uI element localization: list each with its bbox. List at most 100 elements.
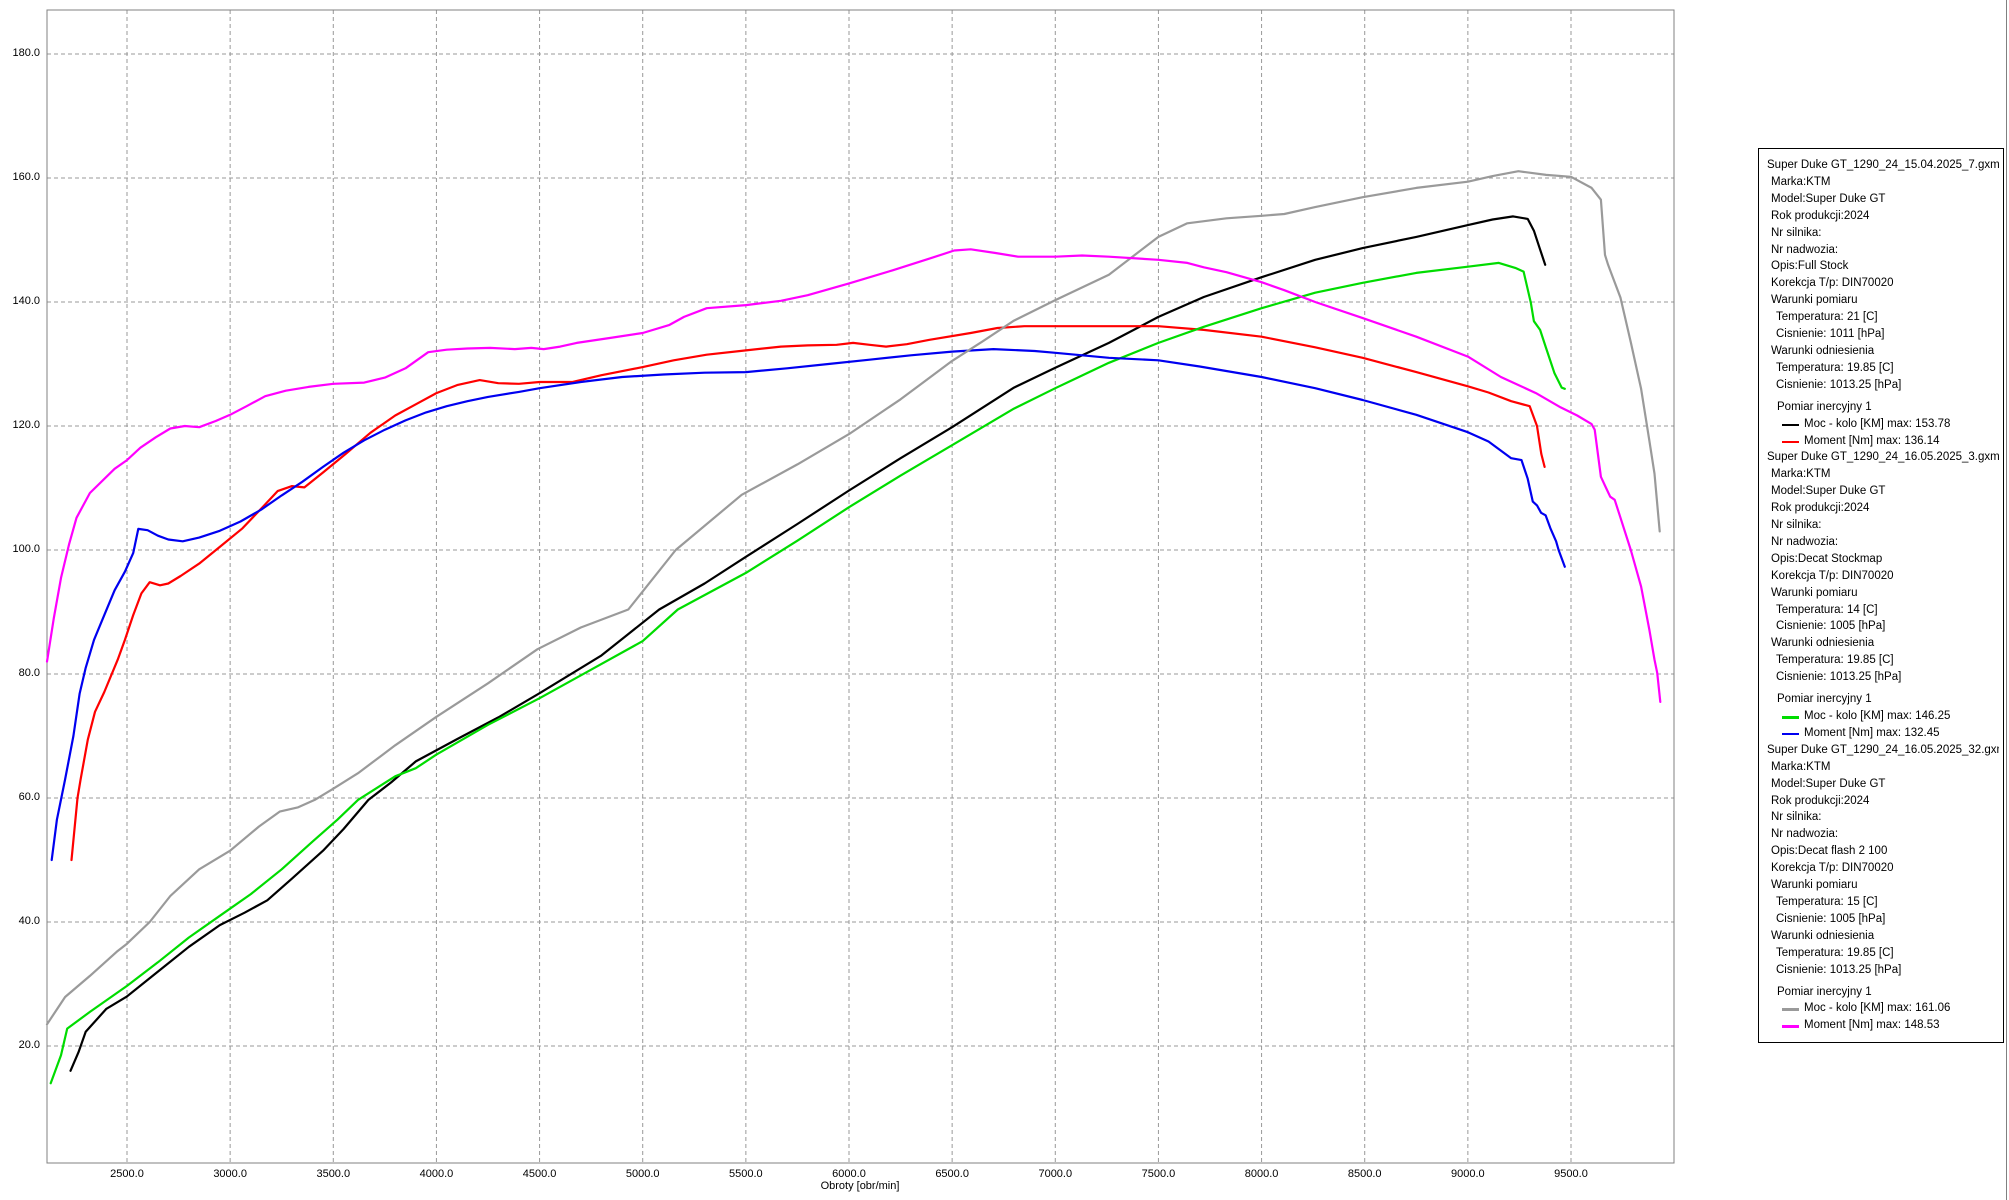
legend-field: Opis:Full Stock [1771,260,1849,273]
legend-field: Nr nadwozia: [1771,535,1839,548]
plot-border [46,9,1675,1164]
y-tick-label: 180.0 [12,47,40,59]
window-right-border [2006,0,2007,1200]
legend-block: Super Duke GT_1290_24_16.05.2025_3.gxml M… [1759,449,1999,741]
legend-field: Cisnienie: 1013.25 [hPa] [1776,963,1902,976]
x-tick-label: 5000.0 [625,1168,660,1180]
legend-field: Marka:KTM [1771,468,1831,481]
y-tick-label: 60.0 [18,791,40,803]
legend-field: Temperatura: 15 [C] [1776,895,1878,908]
legend-field: Nr silnika: [1771,519,1822,532]
legend-series-entry: Moc - kolo [KM] max: 146.25 [1759,708,1999,725]
legend-field: Nr silnika: [1771,811,1822,824]
legend-color-swatch-icon [1782,732,1799,736]
curve-torque-decat-flash [45,248,1662,704]
legend-field: Temperatura: 19.85 [C] [1776,946,1894,959]
legend-field: Rok produkcji:2024 [1771,502,1870,515]
legend-field: Warunki odniesienia [1771,637,1875,650]
x-tick-label: 9500.0 [1554,1168,1588,1180]
legend-field: Cisnienie: 1005 [hPa] [1776,620,1886,633]
legend-field: Nr nadwozia: [1771,243,1839,256]
x-tick-label: 6000.0 [832,1168,866,1180]
legend-color-swatch-icon [1782,716,1799,719]
x-axis-title: Obroty [obr/min] [820,1180,900,1192]
legend-field: Warunki pomiaru [1771,586,1858,599]
legend-filename: Super Duke GT_1290_24_16.05.2025_3.gxml [1767,451,1999,464]
legend-measurement-title: Pomiar inercyjny 1 [1777,400,1872,413]
legend-series-entry: Moment [Nm] max: 148.53 [1759,1017,1999,1034]
legend-field: Temperatura: 19.85 [C] [1776,361,1894,374]
legend-field: Opis:Decat flash 2 100 [1771,845,1888,858]
y-tick-label: 160.0 [12,171,40,183]
legend-field: Cisnienie: 1005 [hPa] [1776,912,1886,925]
legend-field: Cisnienie: 1013.25 [hPa] [1776,671,1902,684]
legend-field: Warunki pomiaru [1771,879,1858,892]
legend-field: Model:Super Duke GT [1771,192,1886,205]
curve-power-stock [69,215,1547,1072]
legend-block: Super Duke GT_1290_24_15.04.2025_7.gxml M… [1759,157,1999,449]
x-tick-label: 7500.0 [1141,1168,1176,1180]
legend-entry-label: Moc - kolo [KM] max: 161.06 [1804,1002,1951,1015]
y-tick-label: 40.0 [18,915,40,927]
x-tick-label: 9000.0 [1451,1168,1485,1180]
legend-field: Nr nadwozia: [1771,828,1839,841]
legend-field: Marka:KTM [1771,175,1831,188]
legend-field: Opis:Decat Stockmap [1771,552,1883,565]
x-tick-label: 3000.0 [213,1168,247,1180]
curve-power-decat-stockmap [49,261,1566,1085]
legend-series-entry: Moc - kolo [KM] max: 161.06 [1759,1000,1999,1017]
legend-field: Korekcja T/p: DIN70020 [1771,862,1894,875]
y-tick-label: 100.0 [12,543,40,555]
legend-field: Warunki odniesienia [1771,929,1875,942]
legend-field: Temperatura: 19.85 [C] [1776,654,1894,667]
x-tick-label: 4000.0 [419,1168,454,1180]
legend-field: Rok produkcji:2024 [1771,794,1870,807]
x-tick-label: 2500.0 [110,1168,144,1180]
legend-series-entry: Moment [Nm] max: 132.45 [1759,725,1999,742]
curve-power-decat-flash [45,170,1661,1026]
y-tick-label: 120.0 [12,419,40,431]
legend-field: Model:Super Duke GT [1771,485,1886,498]
legend-field: Marka:KTM [1771,760,1831,773]
curve-torque-stock [70,325,1546,862]
y-tick-label: 140.0 [12,295,40,307]
curve-torque-decat-stockmap [50,348,1566,862]
legend-color-swatch-icon [1782,440,1799,443]
legend-block: Super Duke GT_1290_24_16.05.2025_32.gxml… [1759,742,1999,1034]
legend-field: Rok produkcji:2024 [1771,209,1870,222]
legend-series-entry: Moment [Nm] max: 136.14 [1759,433,1999,450]
legend-color-swatch-icon [1782,1008,1799,1011]
legend-filename: Super Duke GT_1290_24_15.04.2025_7.gxml [1767,159,1999,171]
legend-entry-label: Moment [Nm] max: 132.45 [1804,726,1940,739]
legend-panel: Super Duke GT_1290_24_15.04.2025_7.gxml M… [1758,148,2004,1044]
x-tick-label: 8500.0 [1347,1168,1382,1180]
x-tick-label: 6500.0 [935,1168,969,1180]
legend-series-entry: Moc - kolo [KM] max: 153.78 [1759,416,1999,433]
legend-measurement-title: Pomiar inercyjny 1 [1777,985,1872,998]
legend-entry-label: Moc - kolo [KM] max: 153.78 [1804,417,1951,430]
legend-filename: Super Duke GT_1290_24_16.05.2025_32.gxml [1767,743,1999,756]
legend-field: Korekcja T/p: DIN70020 [1771,277,1894,290]
legend-measurement-title: Pomiar inercyjny 1 [1777,693,1872,706]
y-tick-label: 80.0 [18,667,40,679]
legend-field: Korekcja T/p: DIN70020 [1771,569,1894,582]
x-tick-label: 5500.0 [729,1168,763,1180]
legend-field: Temperatura: 14 [C] [1776,603,1878,616]
x-tick-label: 7000.0 [1038,1168,1073,1180]
legend-field: Nr silnika: [1771,226,1822,239]
legend-entry-label: Moc - kolo [KM] max: 146.25 [1804,710,1951,722]
legend-field: Cisnienie: 1011 [hPa] [1776,328,1885,341]
legend-field: Model:Super Duke GT [1771,777,1886,790]
legend-field: Cisnienie: 1013.25 [hPa] [1776,378,1902,391]
x-tick-label: 8000.0 [1244,1168,1279,1180]
legend-entry-label: Moment [Nm] max: 148.53 [1804,1019,1940,1032]
legend-field: Warunki pomiaru [1771,294,1858,307]
x-tick-label: 4500.0 [522,1168,557,1180]
legend-field: Temperatura: 21 [C] [1776,311,1878,324]
legend-entry-label: Moment [Nm] max: 136.14 [1804,434,1940,447]
y-tick-label: 20.0 [18,1039,40,1051]
legend-color-swatch-icon [1782,1025,1799,1028]
legend-field: Warunki odniesienia [1771,344,1875,357]
